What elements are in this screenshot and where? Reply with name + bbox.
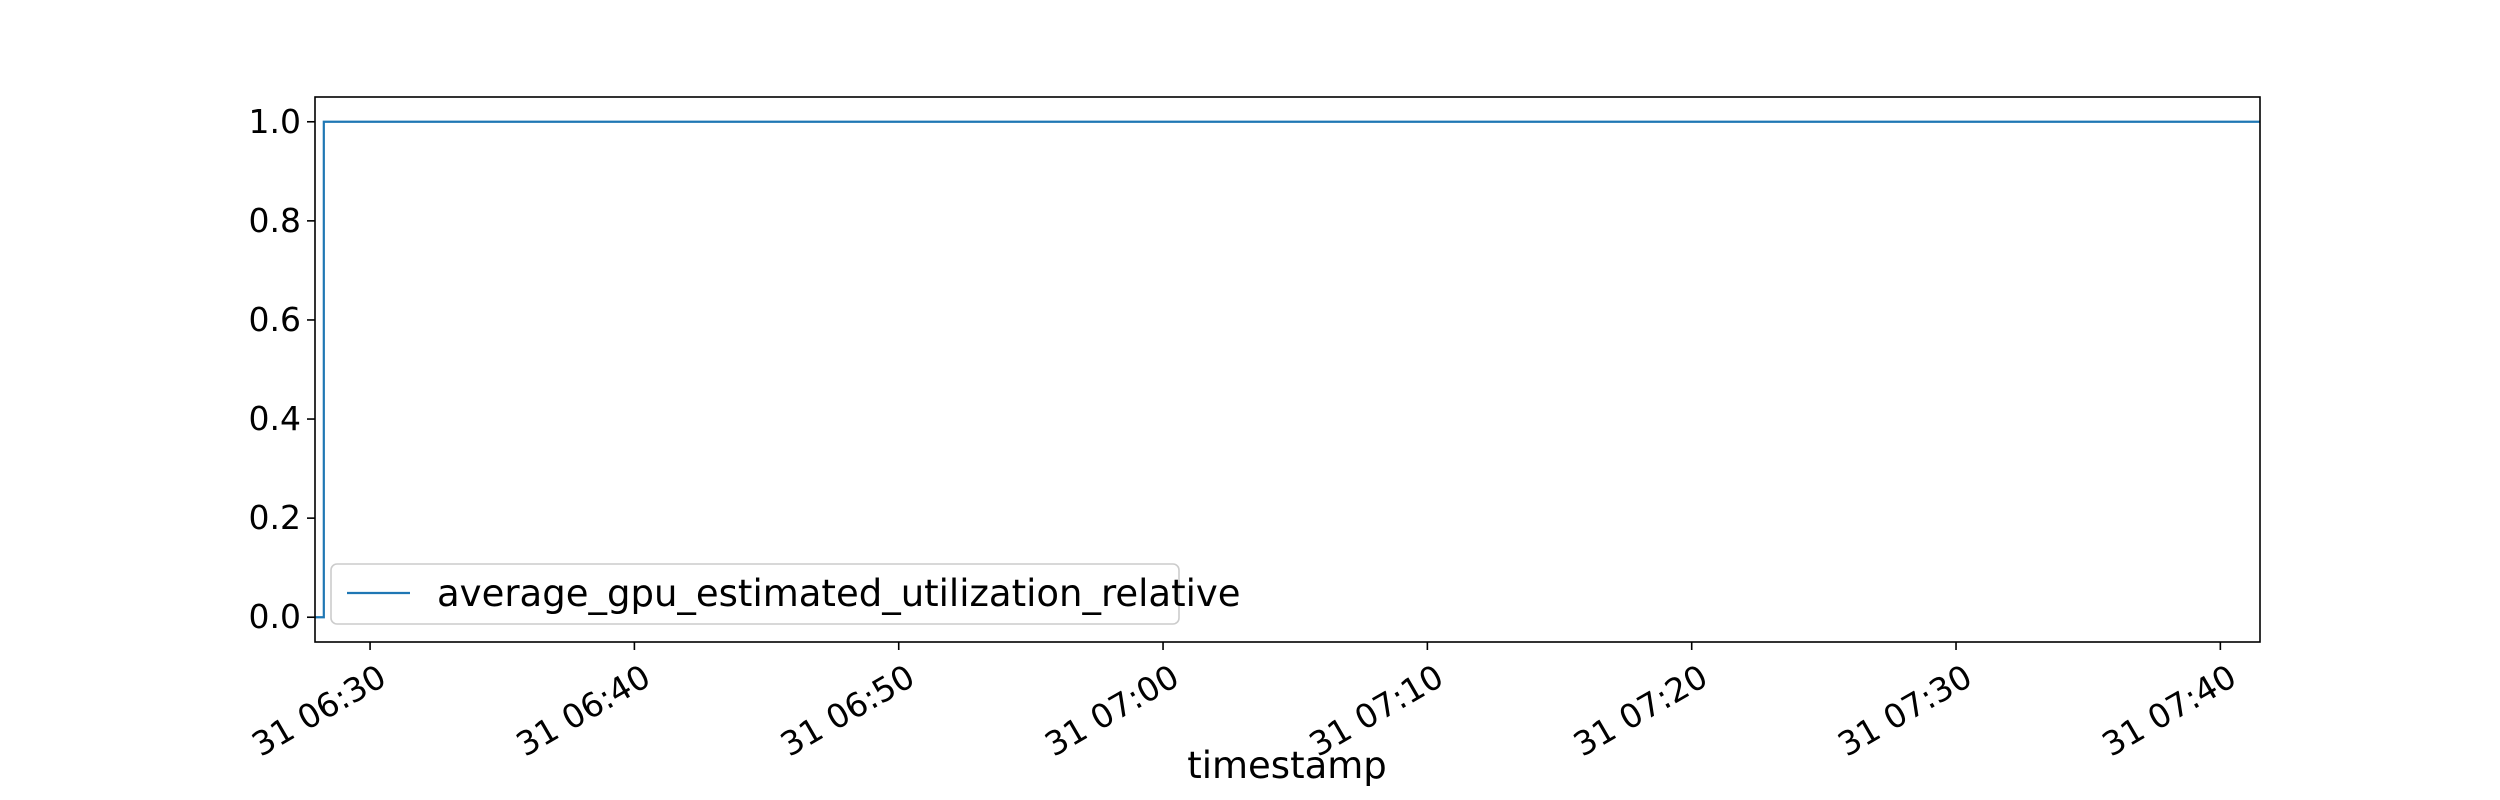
y-tick-label: 0.6: [249, 300, 301, 339]
x-tick-label: 31 07:00: [1038, 657, 1185, 765]
legend: average_gpu_estimated_utilization_relati…: [330, 563, 1241, 625]
legend-entry: average_gpu_estimated_utilization_relati…: [437, 572, 1241, 615]
y-tick-label: 0.2: [249, 498, 301, 537]
y-tick-label: 1.0: [249, 102, 301, 141]
plot-area: [315, 97, 2260, 642]
plot-frame: [314, 96, 2261, 643]
series-line: [315, 120, 2260, 619]
y-axis: 0.0 0.2 0.4 0.6 0.8 1.0: [249, 102, 315, 636]
x-tick-label: 31 07:40: [2095, 657, 2242, 765]
legend-box: [330, 563, 1180, 625]
y-tick-label: 0.4: [249, 399, 301, 438]
series-lines: [315, 120, 2260, 619]
x-tick-label: 31 06:30: [245, 657, 392, 765]
x-tick-label: 31 07:20: [1567, 657, 1714, 765]
x-axis-label: timestamp: [1187, 744, 1387, 787]
x-tick-label: 31 07:30: [1831, 657, 1978, 765]
y-tick-label: 0.0: [249, 597, 301, 636]
y-tick-label: 0.8: [249, 201, 301, 240]
x-tick-label: 31 06:40: [509, 657, 656, 765]
x-tick-label: 31 06:50: [774, 657, 921, 765]
